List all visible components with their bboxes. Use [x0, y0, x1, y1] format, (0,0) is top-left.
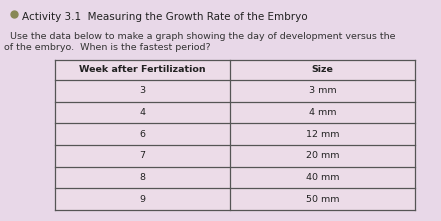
- Text: 6: 6: [139, 130, 146, 139]
- Text: 7: 7: [139, 151, 146, 160]
- Text: 3: 3: [139, 86, 146, 95]
- Text: 3 mm: 3 mm: [309, 86, 336, 95]
- Text: Size: Size: [311, 65, 333, 74]
- Text: 4 mm: 4 mm: [309, 108, 336, 117]
- Text: of the embryo.  When is the fastest period?: of the embryo. When is the fastest perio…: [4, 43, 211, 52]
- Text: Use the data below to make a graph showing the day of development versus the: Use the data below to make a graph showi…: [10, 32, 396, 41]
- Text: 9: 9: [139, 195, 146, 204]
- Text: 20 mm: 20 mm: [306, 151, 339, 160]
- Text: Week after Fertilization: Week after Fertilization: [79, 65, 206, 74]
- Text: 40 mm: 40 mm: [306, 173, 339, 182]
- Text: Activity 3.1  Measuring the Growth Rate of the Embryo: Activity 3.1 Measuring the Growth Rate o…: [22, 12, 308, 22]
- Text: 8: 8: [139, 173, 146, 182]
- Text: 4: 4: [139, 108, 146, 117]
- Text: 50 mm: 50 mm: [306, 195, 339, 204]
- Text: 12 mm: 12 mm: [306, 130, 339, 139]
- Bar: [55, 60, 415, 210]
